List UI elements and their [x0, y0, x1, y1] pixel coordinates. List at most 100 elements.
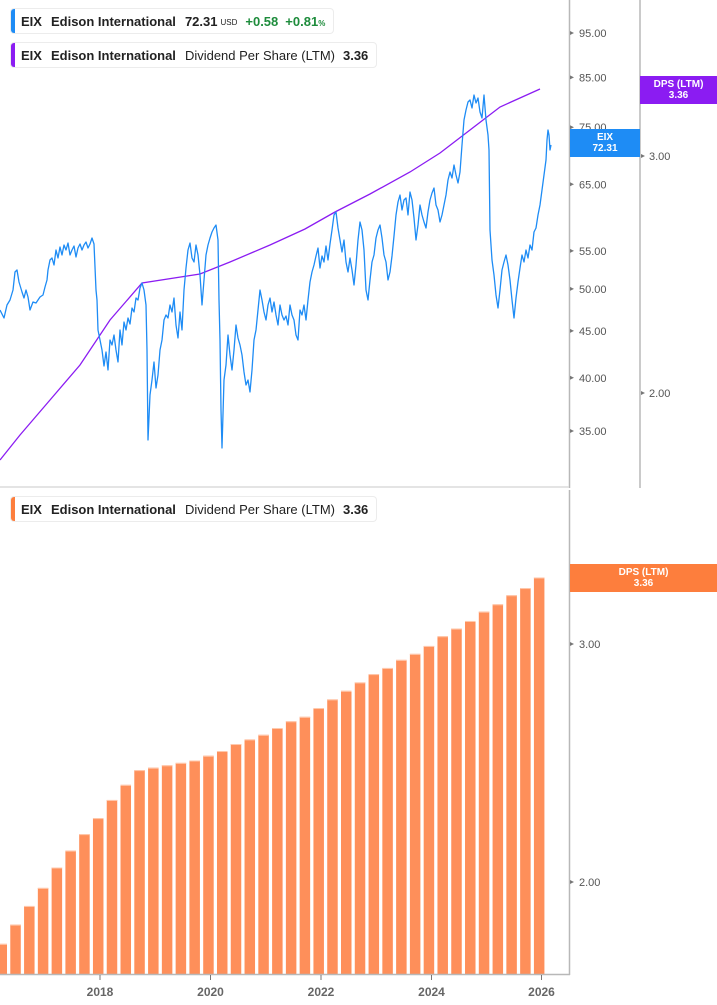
- tick-mark: [641, 154, 645, 158]
- dps-bar[interactable]: [37, 887, 49, 974]
- bar-top-highlight: [299, 716, 311, 718]
- tick-mark: [641, 391, 645, 395]
- bar-top-highlight: [437, 636, 448, 638]
- bar-top-highlight: [10, 924, 21, 926]
- bar-top-highlight: [285, 721, 297, 723]
- dps-bar[interactable]: [106, 799, 118, 974]
- dps-bar[interactable]: [175, 762, 187, 974]
- x-tick-label: 2026: [528, 985, 555, 999]
- bar-top-highlight: [92, 818, 104, 820]
- bar-top-highlight: [382, 667, 393, 669]
- price-tick-label: 45.00: [579, 326, 607, 338]
- dps-tag-label: DPS (LTM): [618, 567, 669, 578]
- price-tick-label: 95.00: [579, 28, 607, 40]
- bar-top-highlight: [51, 867, 63, 869]
- dps-bar[interactable]: [244, 739, 256, 974]
- dps-bar[interactable]: [465, 620, 476, 974]
- dps-bar[interactable]: [354, 682, 366, 974]
- legend-symbol: EIX: [21, 501, 42, 517]
- dps-bar[interactable]: [216, 751, 228, 974]
- dps-bar[interactable]: [120, 784, 132, 974]
- dps-bar[interactable]: [10, 924, 21, 974]
- bar-top-highlight: [478, 611, 490, 613]
- bar-top-highlight: [79, 834, 90, 836]
- dps-bar[interactable]: [0, 943, 7, 974]
- bar-top-highlight: [506, 595, 517, 597]
- bar-top-highlight: [258, 734, 269, 736]
- legend-metric: Dividend Per Share (LTM): [184, 501, 335, 517]
- dps-bar[interactable]: [396, 659, 407, 974]
- dps-bar[interactable]: [272, 727, 283, 974]
- dps-bar[interactable]: [520, 588, 531, 974]
- dps-bar[interactable]: [409, 653, 421, 974]
- dps-bar[interactable]: [79, 834, 90, 974]
- dps-bar[interactable]: [382, 667, 393, 974]
- price-tick-label: 50.00: [579, 284, 607, 296]
- price-line: [0, 94, 552, 449]
- legend-metric: Dividend Per Share (LTM): [184, 47, 335, 63]
- dps-bar[interactable]: [285, 721, 297, 974]
- dps-tag-label: DPS (LTM): [653, 79, 704, 90]
- legend-company-name: Edison International: [50, 47, 176, 63]
- dps-line: [0, 88, 541, 461]
- lower-tick-label: 2.00: [579, 877, 600, 889]
- legend-company-name: Edison International: [50, 501, 176, 517]
- dps-bar[interactable]: [437, 636, 448, 974]
- price-tick-label: 35.00: [579, 426, 607, 438]
- dps-bar[interactable]: [148, 767, 159, 974]
- dps-bar[interactable]: [230, 744, 242, 974]
- legend-price-value: 72.31: [184, 13, 218, 29]
- dps-bar[interactable]: [65, 850, 76, 974]
- bar-top-highlight: [120, 784, 132, 786]
- legend-company-name: Edison International: [50, 13, 176, 29]
- bar-top-highlight: [65, 850, 76, 852]
- bar-top-highlight: [520, 588, 531, 590]
- tick-mark: [570, 286, 574, 291]
- price-tick-label: 55.00: [579, 246, 607, 258]
- price-chart: 95.0085.0075.0065.0055.0050.0045.0040.00…: [0, 0, 670, 488]
- bar-top-highlight: [216, 751, 228, 753]
- legend-change: +0.58: [245, 13, 279, 29]
- price-tick-label: 85.00: [579, 72, 607, 84]
- dps-bar[interactable]: [299, 716, 311, 974]
- dps-bar[interactable]: [368, 674, 380, 974]
- bar-top-highlight: [465, 620, 476, 622]
- bar-top-highlight: [272, 727, 283, 729]
- legend-dps-upper[interactable]: EIX Edison International Dividend Per Sh…: [10, 42, 378, 68]
- dps-bar[interactable]: [533, 577, 545, 974]
- dps-bar[interactable]: [92, 818, 104, 974]
- dps-bar[interactable]: [506, 595, 517, 974]
- dps-axis-ticks: 3.00 2.00: [641, 151, 670, 400]
- dps-bar[interactable]: [313, 708, 324, 974]
- dps-bar[interactable]: [492, 604, 504, 974]
- dps-bar[interactable]: [203, 755, 214, 974]
- bar-top-highlight: [451, 628, 462, 630]
- dps-bar[interactable]: [134, 770, 145, 974]
- bar-top-highlight: [106, 799, 118, 801]
- bar-top-highlight: [37, 887, 49, 889]
- legend-dps-lower[interactable]: EIX Edison International Dividend Per Sh…: [10, 496, 378, 522]
- legend-price[interactable]: EIX Edison International 72.31 USD +0.58…: [10, 8, 335, 34]
- tick-mark: [570, 880, 574, 884]
- legend-dps-accent: [11, 497, 15, 521]
- dps-tag-upper: DPS (LTM) 3.36: [640, 76, 717, 104]
- legend-metric-value: 3.36: [342, 47, 369, 63]
- bar-top-highlight: [230, 744, 242, 746]
- dps-bar[interactable]: [161, 765, 173, 974]
- legend-price-accent: [11, 9, 15, 33]
- bar-top-highlight: [0, 943, 7, 945]
- dps-bar[interactable]: [258, 734, 269, 974]
- dps-bar[interactable]: [189, 760, 200, 974]
- dps-bar[interactable]: [51, 867, 63, 974]
- legend-currency: USD: [220, 18, 238, 27]
- dps-bar[interactable]: [341, 690, 352, 974]
- dps-bar[interactable]: [451, 628, 462, 974]
- x-tick-label: 2022: [308, 985, 335, 999]
- dps-bar[interactable]: [327, 699, 338, 974]
- dps-bar[interactable]: [423, 645, 435, 974]
- bar-top-highlight: [313, 708, 324, 710]
- tick-mark: [570, 642, 574, 646]
- dps-bar[interactable]: [24, 905, 35, 974]
- tick-mark: [570, 429, 574, 433]
- dps-bar[interactable]: [478, 611, 490, 974]
